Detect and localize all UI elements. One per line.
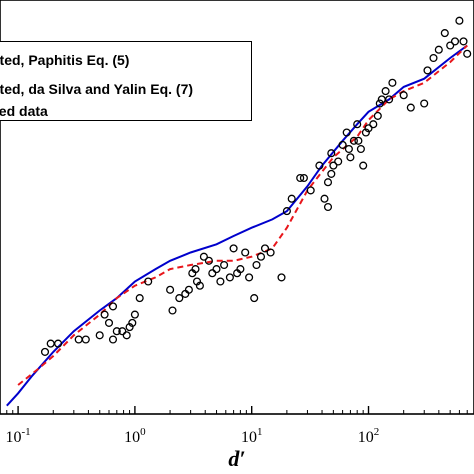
legend-label-da-silva-yalin: uted, da Silva and Yalin Eq. (7) [0, 81, 194, 97]
data-point [349, 136, 358, 145]
x-tick-label: 100 [124, 426, 146, 446]
data-point [359, 161, 368, 170]
data-point [356, 144, 365, 154]
x-tick-label: 10-1 [6, 426, 31, 446]
data-point [256, 252, 266, 261]
data-point [225, 273, 234, 282]
data-point [369, 120, 378, 129]
legend-label-observed: ved data [0, 103, 48, 119]
x-tick-label: 101 [241, 426, 263, 446]
data-point [399, 91, 408, 100]
data-point [450, 37, 460, 46]
data-point [208, 269, 217, 278]
data-point [306, 186, 315, 195]
data-point [130, 310, 139, 319]
data-point [128, 318, 137, 327]
data-point [381, 87, 390, 96]
x-tick-label: 102 [358, 426, 380, 446]
data-point [338, 140, 347, 149]
data-point [334, 157, 343, 166]
data-point [195, 281, 204, 290]
data-point [364, 124, 373, 133]
data-point [434, 45, 443, 54]
plot-layer [6, 16, 472, 407]
data-point [327, 149, 336, 158]
data-point [346, 153, 355, 162]
data-point [440, 29, 449, 38]
data-point [423, 66, 432, 75]
data-point [166, 285, 175, 294]
data-point [377, 95, 386, 104]
data-point [287, 194, 296, 203]
data-point [144, 277, 153, 286]
data-point [320, 194, 329, 203]
data-point [344, 144, 353, 154]
x-axis-label: d′ [228, 446, 245, 471]
data-point [375, 99, 384, 108]
data-point [168, 306, 177, 315]
data-point [250, 294, 259, 303]
legend-label-paphitis: uted, Paphitis Eq. (5) [0, 52, 130, 68]
data-point [296, 173, 305, 183]
data-point [74, 335, 83, 344]
data-point [245, 273, 254, 282]
data-point [175, 294, 184, 303]
data-point [329, 161, 338, 170]
x-axis: 10-1 100 101 102 [6, 406, 468, 446]
data-point [252, 260, 261, 270]
data-point [282, 207, 291, 216]
data-point [459, 37, 468, 46]
plot-frame [0, 0, 474, 415]
data-point [406, 103, 415, 112]
data-point [81, 335, 90, 344]
data-point [229, 244, 238, 253]
data-point [241, 248, 250, 257]
data-point [388, 78, 397, 87]
data-point [353, 120, 362, 129]
data-point [216, 277, 225, 286]
data-point [184, 285, 193, 294]
da-silva-yalin-curve [17, 44, 468, 386]
legend: uted, Paphitis Eq. (5) uted, da Silva an… [0, 41, 252, 121]
data-point [266, 248, 275, 257]
data-point [199, 252, 208, 261]
data-point [204, 256, 213, 265]
data-point [463, 49, 472, 58]
data-point [54, 339, 63, 348]
data-point [260, 244, 270, 253]
data-point [108, 302, 118, 311]
data-point [191, 265, 200, 274]
data-point [108, 335, 118, 344]
data-point [236, 265, 245, 274]
data-point [342, 128, 351, 137]
data-point [122, 331, 131, 340]
data-point [46, 339, 55, 348]
data-point [420, 99, 429, 108]
data-point [323, 178, 333, 187]
data-point [299, 173, 308, 183]
data-point [373, 111, 382, 120]
data-point [429, 53, 438, 63]
data-point [100, 310, 109, 319]
data-point [95, 331, 104, 340]
data-point [118, 327, 127, 336]
data-point [446, 41, 455, 50]
data-point [220, 260, 229, 270]
data-point [323, 202, 333, 212]
data-point [112, 327, 121, 336]
data-point [354, 136, 363, 145]
data-point [104, 318, 114, 327]
data-point [212, 265, 221, 274]
data-point [315, 161, 324, 170]
data-point [361, 128, 370, 137]
data-point [455, 16, 464, 25]
data-point [385, 95, 394, 104]
data-point [135, 294, 144, 303]
data-point [327, 169, 336, 178]
data-point [40, 347, 50, 356]
data-point [277, 273, 286, 282]
